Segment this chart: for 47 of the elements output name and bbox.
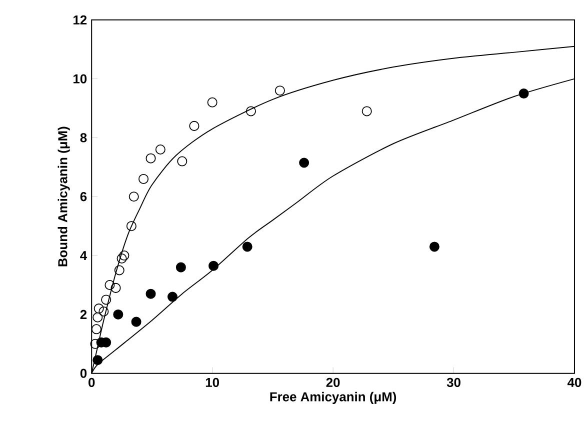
x-tick-label: 20: [326, 378, 340, 387]
y-tick-label: 8: [80, 133, 87, 142]
point: [90, 338, 100, 349]
point: [155, 144, 166, 154]
x-tick-label: 0: [88, 378, 95, 387]
point: [242, 242, 252, 252]
y-tick-label: 6: [80, 192, 87, 202]
point: [518, 88, 529, 98]
y-tick-label: 12: [74, 15, 87, 24]
y-tick-label: 0: [80, 368, 87, 378]
point: [116, 253, 127, 264]
point: [119, 250, 130, 260]
point: [207, 97, 218, 108]
point: [91, 324, 102, 334]
point: [299, 158, 310, 168]
point: [94, 303, 104, 314]
point: [246, 106, 256, 116]
point: [113, 309, 124, 320]
x-tick-label: 40: [567, 378, 582, 387]
point: [177, 156, 188, 166]
point: [274, 86, 285, 96]
point: [146, 288, 156, 299]
point: [208, 260, 219, 271]
point: [138, 174, 149, 184]
point: [146, 153, 156, 164]
y-tick-label: 10: [74, 74, 87, 84]
point: [362, 106, 372, 116]
point: [110, 282, 121, 293]
point: [131, 316, 142, 327]
point: [98, 306, 109, 316]
point: [176, 262, 186, 272]
point: [114, 265, 124, 276]
x-tick-label: 30: [446, 378, 460, 387]
y-axis-title: Bound Amicyanin (μM): [58, 126, 70, 266]
point: [104, 280, 115, 290]
y-tick-label: 2: [80, 310, 87, 319]
point: [92, 355, 103, 366]
x-tick-label: 10: [206, 378, 219, 387]
point: [189, 120, 200, 131]
x-axis-title: Free Amicyanin (μM): [270, 392, 396, 404]
point: [101, 294, 112, 305]
point: [126, 221, 136, 232]
point: [429, 242, 440, 252]
point: [92, 312, 103, 322]
y-tick-label: 4: [80, 251, 88, 260]
point: [167, 292, 178, 302]
point: [128, 192, 139, 202]
